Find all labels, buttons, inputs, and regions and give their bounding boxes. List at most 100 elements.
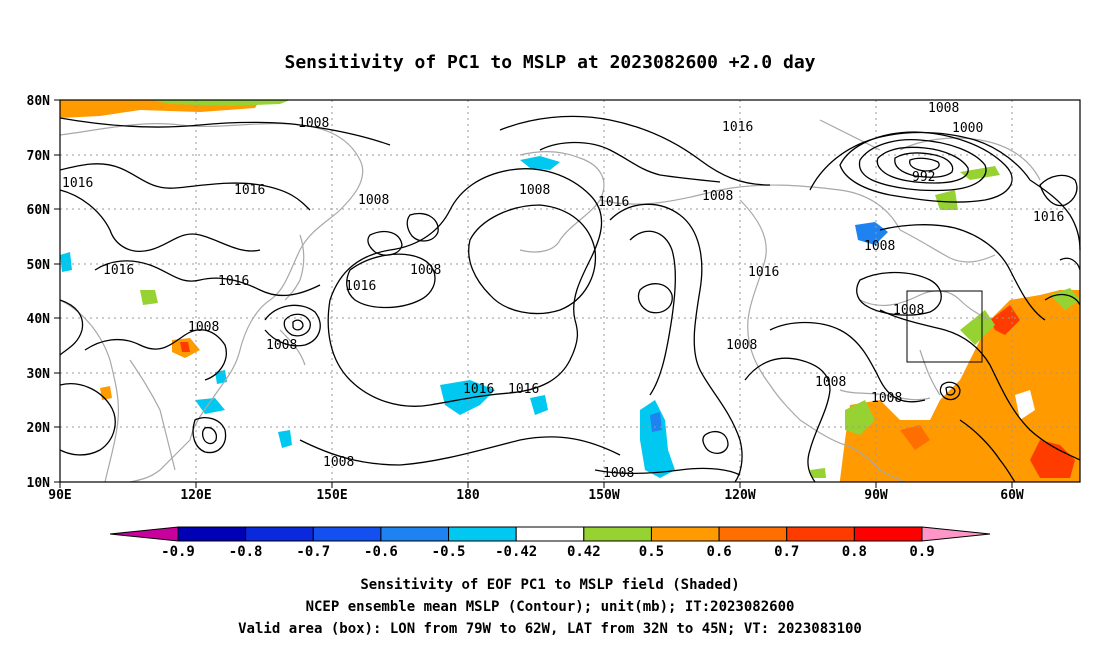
shade-blue-pacific-2 xyxy=(650,412,662,432)
contour-label: 1008 xyxy=(702,189,733,204)
lat-label: 50N xyxy=(27,258,51,273)
caption-line-2: NCEP ensemble mean MSLP (Contour); unit(… xyxy=(306,599,795,615)
contour-label: 1008 xyxy=(266,338,297,353)
contour-label: 1016 xyxy=(218,274,249,289)
contour-label: 1016 xyxy=(62,176,93,191)
lon-label: 90W xyxy=(864,488,888,503)
contour-label: 1008 xyxy=(323,455,354,470)
contour-label: 1016 xyxy=(748,265,779,280)
colorbar-segment xyxy=(109,526,179,542)
shade-red-china xyxy=(180,342,190,352)
shade-blue-pacific-3 xyxy=(440,380,495,415)
contour-label: 1008 xyxy=(893,303,924,318)
lon-label: 120W xyxy=(724,488,755,503)
contour-label: 1008 xyxy=(871,391,902,406)
contour-label: 1008 xyxy=(519,183,550,198)
valid-area-box xyxy=(906,290,983,363)
lon-label: 180 xyxy=(456,488,480,503)
colorbar-segment xyxy=(921,526,991,542)
contour-label: 1008 xyxy=(864,239,895,254)
lat-label: 20N xyxy=(27,421,51,436)
contour-label: 1016 xyxy=(234,183,265,198)
contour-label: 1016 xyxy=(103,263,134,278)
colorbar-segment xyxy=(515,526,585,542)
contour-label: 1016 xyxy=(598,195,629,210)
colorbar-label: -0.8 xyxy=(229,544,263,560)
colorbar-label: 0.42 xyxy=(567,544,601,560)
shade-green-hudson xyxy=(935,190,958,210)
shade-blue-westpac-4 xyxy=(215,370,227,384)
lat-label: 10N xyxy=(27,476,51,491)
contour-label: 992 xyxy=(912,170,935,185)
contour-label: 1008 xyxy=(298,116,329,131)
colorbar-label: -0.6 xyxy=(364,544,398,560)
lon-label: 60W xyxy=(1000,488,1024,503)
contour-label: 1008 xyxy=(358,193,389,208)
contour-label: 1016 xyxy=(722,120,753,135)
shade-red-atlantic-1 xyxy=(1030,440,1075,478)
shade-white-hole xyxy=(1015,390,1035,420)
latitude-labels: 80N 70N 60N 50N 40N 30N 20N 10N xyxy=(27,94,51,491)
contour-label: 1008 xyxy=(410,263,441,278)
shade-blue-westpac-2 xyxy=(195,398,225,414)
contour-label: 1016 xyxy=(1033,210,1064,225)
map-frame xyxy=(59,99,1081,483)
contour-label: 1000 xyxy=(952,121,983,136)
colorbar-segment xyxy=(245,526,314,542)
contour-label: 1008 xyxy=(188,320,219,335)
colorbar-label: 0.8 xyxy=(842,544,867,560)
map-panel: 1008 1016 1016 1008 1016 1008 1016 1008 … xyxy=(27,94,1081,503)
shade-blue-canada xyxy=(855,222,888,245)
shade-green-atlantic-3 xyxy=(1050,288,1080,310)
contour-label: 1016 xyxy=(508,382,539,397)
lat-label: 80N xyxy=(27,94,51,109)
colorbar: -0.9 -0.8 -0.7 -0.6 -0.5 -0.42 0.42 0.5 0.6 0.7 0.… xyxy=(109,526,991,560)
shade-green-topleft xyxy=(150,100,290,106)
contour-label: 1008 xyxy=(928,101,959,116)
colorbar-segment xyxy=(380,526,450,542)
shade-red-atlantic-2 xyxy=(990,305,1020,335)
lon-label: 90E xyxy=(48,488,71,503)
colorbar-segment xyxy=(177,526,247,542)
shade-blue-westpac-1 xyxy=(60,252,72,272)
colorbar-segment xyxy=(786,526,855,542)
colorbar-segment xyxy=(312,526,382,542)
colorbar-label: 0.9 xyxy=(909,544,934,560)
colorbar-label: 0.5 xyxy=(639,544,664,560)
tick-marks xyxy=(54,99,1013,488)
mslp-contours xyxy=(59,115,1081,483)
contour-label: 1016 xyxy=(345,279,376,294)
shade-blue-pacific-4 xyxy=(530,395,548,415)
colorbar-segment xyxy=(650,526,720,542)
shade-red-atlantic-3 xyxy=(900,425,930,450)
contour-label: 1008 xyxy=(815,375,846,390)
shade-blue-bering xyxy=(520,156,560,170)
lat-label: 30N xyxy=(27,367,51,382)
lat-label: 40N xyxy=(27,312,51,327)
colorbar-label: 0.6 xyxy=(706,544,731,560)
colorbar-label: -0.7 xyxy=(296,544,330,560)
colorbar-label: -0.5 xyxy=(432,544,466,560)
colorbar-segment xyxy=(583,526,652,542)
shade-green-pacific xyxy=(810,468,826,478)
contour-label: 1008 xyxy=(603,466,634,481)
colorbar-label: 0.7 xyxy=(774,544,799,560)
shade-blue-pacific-1 xyxy=(640,400,675,478)
lat-label: 60N xyxy=(27,203,51,218)
lat-label: 70N xyxy=(27,149,51,164)
caption-line-3: Valid area (box): LON from 79W to 62W, L… xyxy=(238,621,862,637)
lon-label: 120E xyxy=(180,488,211,503)
lon-label: 150W xyxy=(588,488,619,503)
colorbar-label: -0.42 xyxy=(495,544,537,560)
sensitivity-shading xyxy=(60,100,1080,482)
shade-blue-westpac-3 xyxy=(278,430,292,448)
colorbar-segment xyxy=(448,526,517,542)
shade-orange-bay xyxy=(100,386,112,400)
contour-labels: 1008 1016 1016 1008 1016 1008 1016 1008 … xyxy=(62,101,1064,481)
caption-line-1: Sensitivity of EOF PC1 to MSLP field (Sh… xyxy=(360,577,739,593)
colorbar-label: -0.9 xyxy=(161,544,195,560)
contour-label: 1008 xyxy=(726,338,757,353)
contour-label: 1016 xyxy=(463,382,494,397)
lon-label: 150E xyxy=(316,488,347,503)
shade-green-china xyxy=(140,290,158,305)
